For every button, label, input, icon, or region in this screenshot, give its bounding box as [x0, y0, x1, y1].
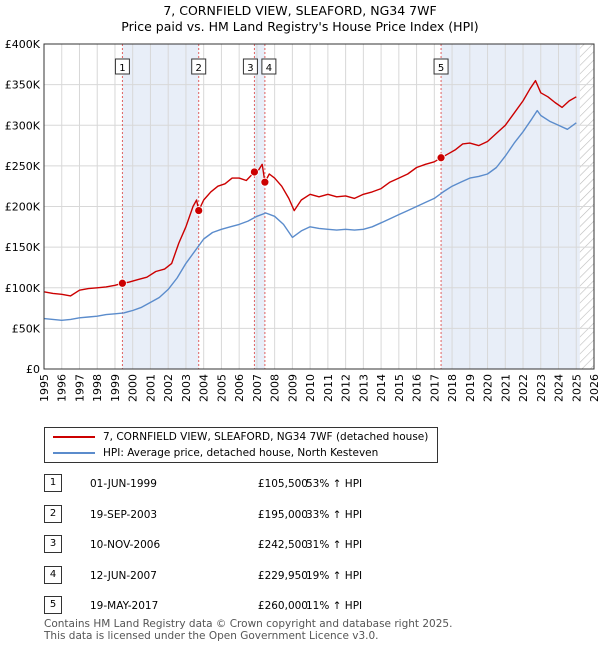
- y-tick-label: £350K: [5, 79, 41, 92]
- x-tick-label: 2016: [411, 374, 424, 402]
- transaction-price: £105,500: [257, 478, 308, 490]
- x-tick-label: 1997: [73, 374, 86, 402]
- footer-attribution: Contains HM Land Registry data © Crown c…: [44, 618, 452, 642]
- price-chart: 1 2 3 4 5 £0 £50K £100K £150K £200K £250K £300K £35…: [5, 38, 600, 402]
- x-tick-label: 2015: [393, 374, 406, 402]
- transaction-number: 1: [44, 474, 62, 492]
- transaction-label: 5: [438, 63, 444, 74]
- x-tick-label: 2025: [570, 374, 583, 402]
- x-tick-label: 2010: [304, 374, 317, 402]
- x-tick-label: 2009: [286, 374, 299, 402]
- x-tick-label: 2024: [553, 374, 566, 402]
- transaction-hpi-change: 19% ↑ HPI: [306, 570, 363, 582]
- y-tick-label: £200K: [5, 201, 41, 214]
- transaction-label: 1: [119, 63, 125, 74]
- y-tick-label: £50K: [12, 322, 41, 335]
- series-line-hpi: [43, 109, 577, 321]
- footer-line2: This data is licensed under the Open Gov…: [44, 630, 379, 642]
- chart-title-line2: Price paid vs. HM Land Registry's House …: [121, 19, 479, 34]
- x-tick-label: 2008: [269, 374, 282, 402]
- x-tick-label: 1998: [91, 374, 104, 402]
- x-tick-label: 2005: [215, 374, 228, 402]
- transaction-number: 4: [44, 566, 62, 584]
- transaction-number: 3: [44, 535, 62, 553]
- x-tick-label: 2013: [357, 374, 370, 402]
- legend-label-property: 7, CORNFIELD VIEW, SLEAFORD, NG34 7WF (d…: [103, 431, 429, 443]
- y-tick-label: £250K: [5, 160, 41, 173]
- x-tick-label: 2020: [482, 374, 495, 402]
- legend-label-hpi: HPI: Average price, detached house, Nort…: [103, 447, 379, 459]
- legend: 7, CORNFIELD VIEW, SLEAFORD, NG34 7WF (d…: [44, 427, 438, 463]
- x-tick-label: 1996: [56, 374, 69, 402]
- transaction-label: 4: [266, 63, 272, 74]
- legend-swatch-hpi: [53, 452, 95, 454]
- transaction-hpi-change: 11% ↑ HPI: [306, 600, 363, 612]
- transaction-label: 2: [196, 63, 202, 74]
- transaction-hpi-change: 31% ↑ HPI: [306, 539, 363, 551]
- transaction-hpi-change: 53% ↑ HPI: [306, 478, 363, 490]
- transaction-date: 01-JUN-1999: [90, 478, 157, 490]
- transaction-price: £242,500: [257, 539, 308, 551]
- x-tick-label: 2011: [322, 374, 335, 402]
- x-tick-label: 2023: [535, 374, 548, 402]
- y-tick-label: £300K: [5, 119, 41, 132]
- x-tick-label: 2006: [233, 374, 246, 402]
- transaction-number: 2: [44, 505, 62, 523]
- transaction-label: 3: [247, 63, 253, 74]
- x-tick-label: 1999: [109, 374, 122, 402]
- footer-line1: Contains HM Land Registry data © Crown c…: [44, 618, 453, 630]
- x-tick-label: 2004: [198, 374, 211, 402]
- transaction-price: £260,000: [257, 600, 308, 612]
- x-tick-label: 2003: [180, 374, 193, 402]
- x-tick-label: 2018: [446, 374, 459, 402]
- sale-point: [260, 177, 270, 187]
- x-tick-label: 2022: [517, 374, 530, 402]
- plot-frame: [43, 43, 595, 370]
- transaction-hpi-change: 33% ↑ HPI: [306, 509, 363, 521]
- x-tick-label: 2002: [162, 374, 175, 402]
- x-tick-label: 2021: [499, 374, 512, 402]
- legend-swatch-property: [53, 436, 95, 438]
- x-tick-label: 2017: [428, 374, 441, 402]
- transaction-label-box: [261, 58, 277, 75]
- sale-point: [436, 153, 446, 163]
- transaction-number: 5: [44, 596, 62, 614]
- x-tick-label: 1995: [38, 374, 51, 402]
- x-tick-label: 2019: [464, 374, 477, 402]
- x-tick-label: 2014: [375, 374, 388, 402]
- chart-title-line1: 7, CORNFIELD VIEW, SLEAFORD, NG34 7WF: [163, 3, 437, 18]
- x-tick-label: 2007: [251, 374, 264, 402]
- x-tick-label: 2001: [144, 374, 157, 402]
- transaction-label-box: [191, 58, 207, 75]
- x-tick-label: 2026: [588, 374, 600, 402]
- transaction-date: 19-SEP-2003: [90, 509, 158, 521]
- series-line-property: [43, 79, 577, 297]
- transaction-date: 12-JUN-2007: [90, 570, 157, 582]
- y-tick-label: £150K: [5, 241, 41, 254]
- transaction-price: £195,000: [257, 509, 308, 521]
- sale-point: [118, 278, 127, 288]
- sale-point: [250, 167, 259, 177]
- transaction-label-box: [242, 58, 258, 75]
- y-tick-label: £400K: [5, 38, 41, 51]
- transaction-price: £229,950: [257, 570, 308, 582]
- y-tick-label: £100K: [5, 282, 41, 295]
- x-tick-label: 2000: [127, 374, 140, 402]
- x-tick-label: 2012: [340, 374, 353, 402]
- transaction-date: 10-NOV-2006: [90, 539, 161, 551]
- sale-point: [194, 206, 204, 215]
- y-tick-label: £0: [26, 363, 40, 376]
- transaction-label-box: [433, 58, 449, 75]
- transaction-label-box: [114, 58, 130, 75]
- transaction-date: 19-MAY-2017: [90, 600, 159, 612]
